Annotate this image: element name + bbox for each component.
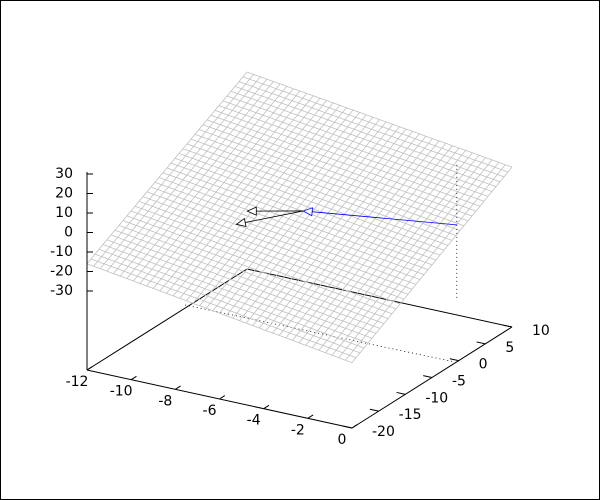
surface-mesh-line <box>325 157 486 354</box>
x-tick-label: -10 <box>110 384 133 400</box>
surface-mesh-line <box>230 90 497 187</box>
surface-mesh-line <box>318 154 480 351</box>
x-tick <box>263 404 270 410</box>
vector <box>236 210 304 225</box>
surface-mesh-line <box>331 159 493 356</box>
vector-head <box>235 217 247 228</box>
vector <box>303 210 457 226</box>
y-tick <box>396 391 406 395</box>
x-tick-label: -2 <box>291 422 305 438</box>
surface-mesh-line <box>219 119 380 314</box>
surface-mesh-line <box>214 110 481 207</box>
y-tick-label: -15 <box>399 407 422 423</box>
surface-mesh-line <box>338 162 500 358</box>
x-tick-label: -12 <box>66 374 89 390</box>
surface-mesh-line <box>190 138 457 236</box>
surface-mesh-line <box>246 71 513 168</box>
vector-head <box>246 206 257 216</box>
y-tick-label: 5 <box>505 340 514 356</box>
vector-head <box>302 207 313 217</box>
x-tick <box>307 414 314 419</box>
y-tick-label: -20 <box>372 424 395 440</box>
left-edge <box>86 268 248 371</box>
z-tick-label: -20 <box>50 264 73 280</box>
surface-mesh-line <box>242 76 509 173</box>
surface-mesh-line <box>258 133 420 329</box>
surface-mesh-line <box>351 166 513 363</box>
surface-mesh-line <box>174 157 441 256</box>
surface-mesh-line <box>206 119 473 217</box>
y-tick <box>503 324 513 328</box>
y-tick <box>369 408 379 412</box>
x-tick-label: -8 <box>158 393 172 409</box>
x-tick-label: 0 <box>338 432 347 448</box>
surface-mesh-line <box>278 140 440 336</box>
x-tick-label: -6 <box>203 403 217 419</box>
surface-mesh-line <box>345 164 506 361</box>
z-tick-label: -10 <box>50 244 73 260</box>
surface-mesh-line <box>186 143 453 241</box>
surface-mesh-line <box>178 153 445 251</box>
surface-mesh-line <box>202 124 469 222</box>
surface-mesh-line <box>272 138 433 334</box>
y-tick-label: 0 <box>479 357 488 373</box>
z-tick-label: 20 <box>55 186 73 202</box>
x-tick <box>219 395 226 400</box>
z-tick-label: 30 <box>55 166 73 182</box>
surface-mesh-line <box>239 126 400 321</box>
surface-mesh-line <box>198 129 465 227</box>
y-tick <box>476 341 486 345</box>
y-tick <box>449 358 459 362</box>
surface-mesh-line <box>226 95 493 192</box>
surface-mesh-line <box>311 152 473 349</box>
surface-mesh-line <box>218 105 485 202</box>
surface-mesh-line <box>222 100 489 197</box>
surface-mesh-line <box>238 81 505 178</box>
surface-mesh-line <box>182 148 449 246</box>
x-tick <box>351 424 358 429</box>
y-tick <box>343 425 353 429</box>
y-tick-label: 10 <box>532 323 550 339</box>
y-tick <box>423 375 433 378</box>
surface-mesh-line <box>232 124 394 319</box>
surface-mesh-line <box>225 121 387 316</box>
z-tick-label: 0 <box>64 225 73 241</box>
surface-mesh-line <box>234 86 501 183</box>
surface-mesh-line <box>245 128 407 324</box>
y-tick-label: -5 <box>452 374 466 390</box>
surface-mesh-line <box>292 145 453 341</box>
x-tick <box>130 375 137 381</box>
z-tick-label: -30 <box>50 283 73 299</box>
surface-mesh-line <box>210 114 477 212</box>
x-tick <box>86 366 93 371</box>
surface-mesh-line <box>265 135 427 331</box>
y-tick-label: -10 <box>425 390 448 406</box>
x-tick <box>175 385 181 390</box>
surface-mesh-line <box>285 143 447 339</box>
surface-mesh-line <box>252 131 413 326</box>
surface-mesh-line <box>194 133 461 231</box>
x-tick-label: -4 <box>247 413 261 429</box>
z-tick-label: 10 <box>55 205 73 221</box>
surface-mesh-line <box>305 150 466 346</box>
surface-mesh-line <box>298 147 460 344</box>
